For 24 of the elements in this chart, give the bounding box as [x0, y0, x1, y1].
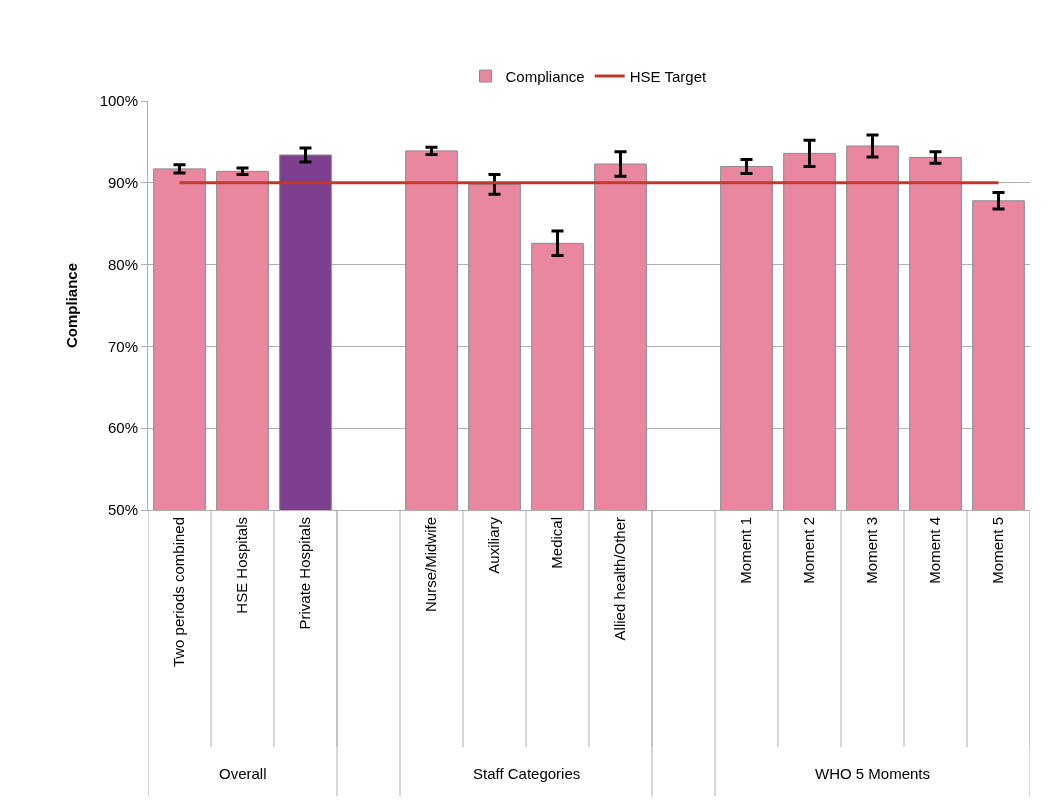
x-tick-label: Private Hospitals — [296, 517, 314, 630]
legend-label: HSE Target — [629, 67, 707, 85]
x-tick-label: Moment 1 — [737, 517, 755, 584]
text: WHO 5 Moments — [815, 765, 931, 782]
x-tick-label: Two periods combined — [170, 517, 188, 668]
x-tick-label: Moment 4 — [926, 517, 944, 584]
x-tick-label: Moment 3 — [863, 517, 881, 584]
y-tick-label: 60% — [107, 419, 138, 437]
y-axis-title: Compliance — [62, 262, 80, 349]
x-tick-label: Allied health/Other — [611, 517, 629, 641]
x-tick-label: HSE Hospitals — [233, 517, 251, 614]
y-tick-label: 80% — [107, 255, 138, 273]
x-tick-label: Moment 2 — [800, 517, 818, 584]
x-tick-label: Moment 5 — [989, 517, 1007, 584]
text: Overall — [219, 765, 267, 782]
text: Staff Categories — [473, 765, 581, 782]
y-tick-label: 50% — [107, 501, 138, 519]
y-tick-label: 70% — [107, 337, 138, 355]
x-tick-label: Medical — [548, 517, 566, 569]
y-tick-label: 90% — [107, 174, 138, 192]
x-tick-label: Auxiliary — [485, 516, 503, 574]
x-tick-label: Nurse/Midwife — [422, 517, 440, 613]
legend-label: Compliance — [505, 67, 585, 85]
y-tick-label: 100% — [99, 92, 138, 110]
